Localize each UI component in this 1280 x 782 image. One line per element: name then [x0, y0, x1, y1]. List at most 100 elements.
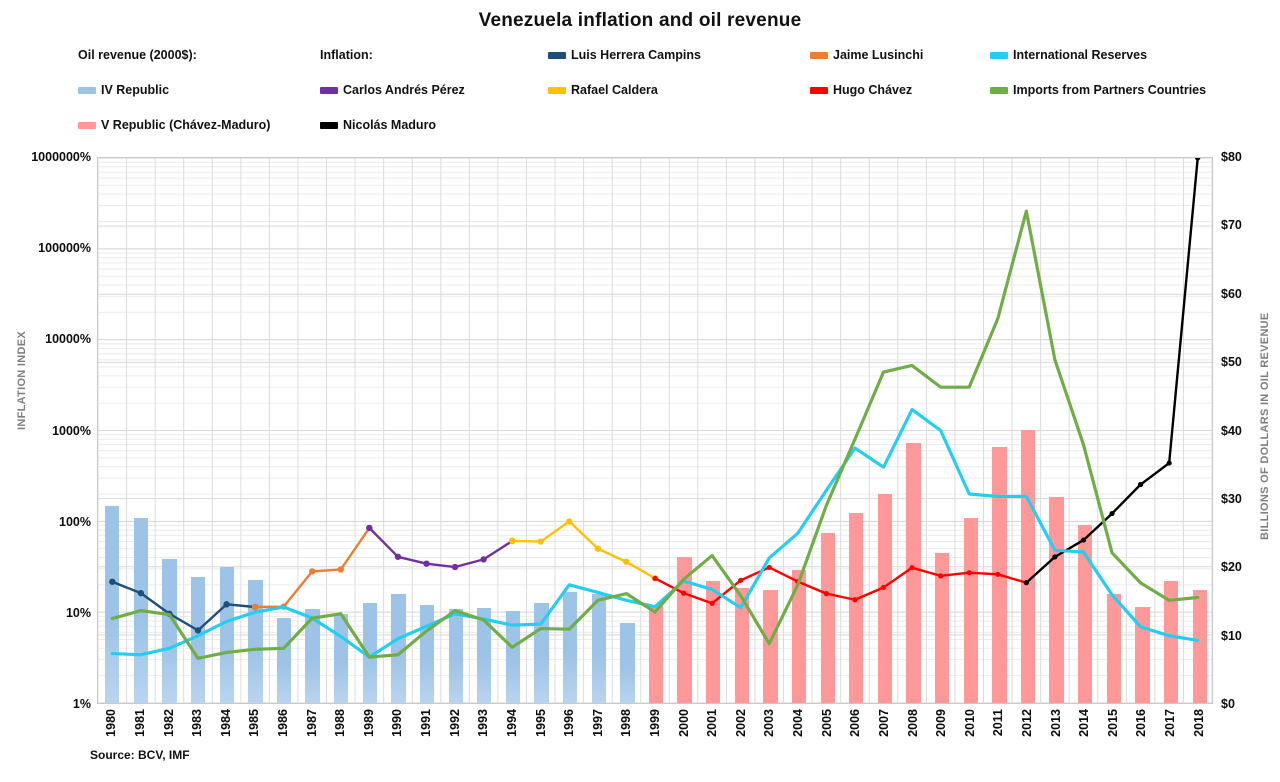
bar-1996: [563, 592, 578, 703]
legend-item-v-republic-ch-vez-maduro[interactable]: V Republic (Chávez-Maduro): [78, 116, 270, 134]
x-axis-tick-2016: 2016: [1134, 709, 1149, 737]
x-axis-tick-2012: 2012: [1020, 709, 1034, 737]
bar-2005: [820, 532, 835, 703]
x-axis-tick-2017: 2017: [1163, 709, 1178, 737]
y-axis-right-tick: $50: [1221, 355, 1242, 370]
y-axis-left-tick: 1000000%: [31, 150, 91, 164]
legend-item-label: International Reserves: [1013, 47, 1148, 62]
x-axis-tick-1990: 1990: [390, 709, 405, 737]
x-axis-tick-1997: 1997: [590, 709, 605, 737]
legend-item-label: Rafael Caldera: [571, 82, 658, 97]
bar-1993: [477, 607, 492, 703]
x-axis-tick-1980: 1980: [104, 709, 119, 737]
x-axis-tick-1996: 1996: [562, 709, 577, 737]
x-axis-tick-2009: 2009: [934, 709, 949, 737]
x-axis-tick-1984: 1984: [218, 709, 233, 737]
y-axis-right-tick: $30: [1221, 491, 1242, 506]
x-axis-tick-2007: 2007: [876, 709, 891, 737]
legend-item-label: Carlos Andrés Pérez: [343, 82, 465, 97]
legend-item-jaime-lusinchi[interactable]: Jaime Lusinchi: [810, 46, 923, 64]
x-axis-tick-2000: 2000: [676, 709, 691, 737]
legend-item-label: Imports from Partners Countries: [1013, 82, 1207, 97]
legend-item-iv-republic[interactable]: IV Republic: [78, 81, 169, 99]
x-axis-tick-2015: 2015: [1105, 709, 1120, 737]
bar-1989: [362, 602, 377, 703]
x-axis-tick-2002: 2002: [733, 709, 748, 737]
bar-1988: [334, 614, 349, 703]
x-axis-tick-2003: 2003: [762, 709, 777, 737]
legend-swatch-icon: [548, 51, 566, 59]
bar-1986: [276, 618, 292, 703]
legend-swatch-icon: [320, 86, 338, 94]
legend-item-luis-herrera-campins[interactable]: Luis Herrera Campins: [548, 46, 701, 64]
legend-item-label: IV Republic: [101, 82, 170, 97]
legend-swatch-icon: [548, 86, 566, 94]
x-axis-tick-1994: 1994: [504, 709, 519, 737]
legend-item-hugo-ch-vez[interactable]: Hugo Chávez: [810, 81, 912, 99]
legend-swatch-icon: [78, 86, 96, 94]
legend-item-international-reserves[interactable]: International Reserves: [990, 46, 1147, 64]
y-axis-right-tick: $80: [1221, 150, 1242, 164]
legend-item-nicol-s-maduro[interactable]: Nicolás Maduro: [320, 116, 436, 134]
bar-1984: [219, 566, 234, 703]
y-axis-right-label: BILLIONS OF DOLLARS IN OIL REVENUE: [1259, 312, 1271, 540]
bar-2001: [706, 580, 721, 703]
legend-heading-inflation: Inflation:: [320, 46, 373, 64]
bar-1983: [191, 576, 206, 703]
bar-2003: [763, 589, 778, 703]
legend-item-label: V Republic (Chávez-Maduro): [101, 117, 271, 132]
bar-1987: [305, 609, 320, 703]
x-axis-tick-2013: 2013: [1048, 709, 1063, 737]
source-note: Source: BCV, IMF: [90, 748, 190, 762]
x-axis-tick-1999: 1999: [648, 709, 662, 737]
bar-2017: [1163, 581, 1179, 703]
bar-1997: [591, 594, 606, 703]
bar-2015: [1106, 593, 1121, 703]
x-axis-tick-1981: 1981: [132, 709, 147, 737]
x-axis-tick-2001: 2001: [705, 709, 720, 737]
bar-2007: [877, 494, 893, 703]
bar-2014: [1078, 524, 1093, 703]
legend-item-label: Luis Herrera Campins: [571, 47, 701, 62]
bar-2004: [791, 569, 807, 703]
legend-swatch-icon: [810, 51, 828, 59]
x-axis-tick-2005: 2005: [819, 709, 834, 737]
x-axis-tick-2006: 2006: [848, 709, 863, 737]
chart-legend: Oil revenue (2000$): Inflation: IV Republi…: [0, 46, 1280, 142]
legend-item-label: Nicolás Maduro: [343, 117, 437, 132]
y-axis-left-label: INFLATION INDEX: [16, 330, 28, 430]
bar-2010: [963, 518, 978, 703]
x-axis-tick-2008: 2008: [905, 709, 920, 737]
y-axis-left-tick: 1%: [72, 697, 91, 711]
x-axis-tick-1986: 1986: [276, 709, 290, 737]
x-axis-tick-1983: 1983: [190, 709, 205, 737]
x-axis-tick-2018: 2018: [1191, 709, 1206, 737]
legend-swatch-icon: [78, 121, 96, 129]
bar-1982: [162, 558, 177, 703]
x-axis-tick-1982: 1982: [161, 709, 176, 737]
legend-item-imports-from-partners-countries[interactable]: Imports from Partners Countries: [990, 81, 1206, 99]
plot-area: [97, 157, 1213, 704]
legend-item-carlos-andr-s-p-rez[interactable]: Carlos Andrés Pérez: [320, 81, 465, 99]
bar-2018: [1192, 590, 1207, 703]
bar-2009: [935, 552, 950, 703]
x-axis-tick-1985: 1985: [247, 709, 262, 737]
bar-2008: [906, 443, 921, 703]
x-axis-tick-1989: 1989: [361, 709, 376, 737]
legend-heading-label: Oil revenue (2000$):: [78, 47, 197, 62]
legend-item-label: Hugo Chávez: [833, 82, 913, 97]
y-axis-right-tick: $10: [1221, 628, 1242, 643]
legend-heading-oil-revenue: Oil revenue (2000$):: [78, 46, 197, 64]
x-axis-tick-1987: 1987: [304, 709, 319, 737]
y-axis-right-tick: $0: [1221, 697, 1235, 711]
legend-item-rafael-caldera[interactable]: Rafael Caldera: [548, 81, 658, 99]
x-axis-tick-1995: 1995: [533, 709, 548, 737]
y-axis-right-tick: $70: [1221, 218, 1242, 233]
legend-swatch-icon: [810, 86, 828, 94]
page-title: Venezuela inflation and oil revenue: [478, 10, 802, 31]
legend-swatch-icon: [990, 86, 1008, 94]
legend-swatch-icon: [990, 51, 1008, 59]
y-axis-left-tick: 100000%: [38, 241, 91, 256]
legend-heading-label: Inflation:: [320, 47, 373, 62]
x-axis-tick-1998: 1998: [619, 709, 634, 737]
